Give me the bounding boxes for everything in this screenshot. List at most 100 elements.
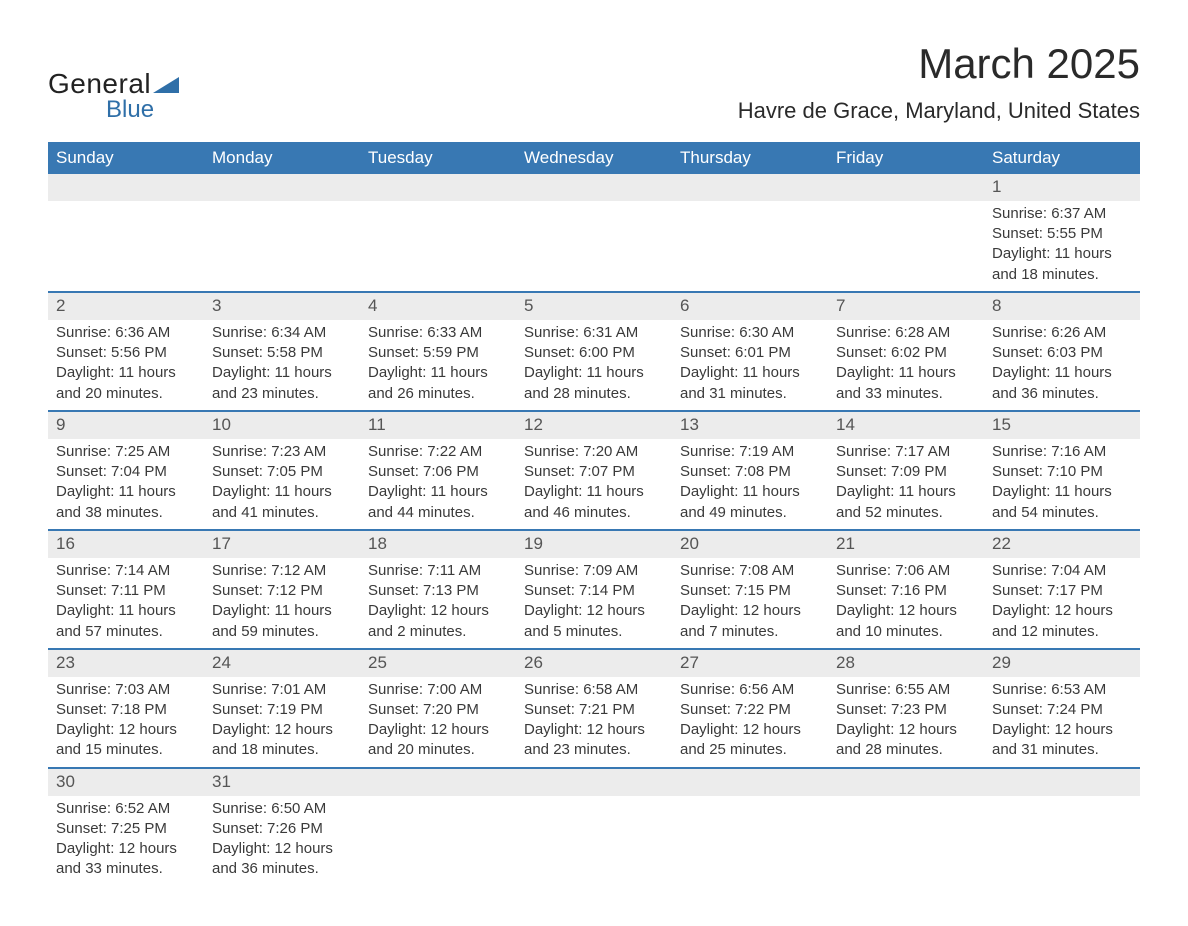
day-details-cell: Sunrise: 7:25 AMSunset: 7:04 PMDaylight:… bbox=[48, 439, 204, 530]
day-number: 12 bbox=[516, 412, 672, 439]
day-details-cell bbox=[828, 796, 984, 886]
week-details-row: Sunrise: 6:52 AMSunset: 7:25 PMDaylight:… bbox=[48, 796, 1140, 886]
day-number: 20 bbox=[672, 531, 828, 558]
day-sunset: Sunset: 7:14 PM bbox=[524, 581, 664, 601]
day-day1: Daylight: 12 hours bbox=[524, 720, 664, 740]
day-number: 22 bbox=[984, 531, 1140, 558]
day-sunrise: Sunrise: 7:20 AM bbox=[524, 442, 664, 462]
day-number bbox=[204, 174, 360, 201]
day-sunrise: Sunrise: 7:14 AM bbox=[56, 561, 196, 581]
day-number-cell bbox=[828, 768, 984, 796]
day-day1: Daylight: 11 hours bbox=[992, 482, 1132, 502]
day-details: Sunrise: 6:56 AMSunset: 7:22 PMDaylight:… bbox=[672, 677, 828, 767]
day-day2: and 10 minutes. bbox=[836, 622, 976, 642]
day-number-cell: 22 bbox=[984, 530, 1140, 558]
day-number bbox=[360, 174, 516, 201]
day-number: 9 bbox=[48, 412, 204, 439]
day-day2: and 23 minutes. bbox=[212, 384, 352, 404]
day-number-cell bbox=[516, 174, 672, 201]
day-sunset: Sunset: 7:19 PM bbox=[212, 700, 352, 720]
day-day1: Daylight: 12 hours bbox=[56, 839, 196, 859]
day-number-cell bbox=[828, 174, 984, 201]
day-sunset: Sunset: 7:21 PM bbox=[524, 700, 664, 720]
weekday-header: Tuesday bbox=[360, 142, 516, 174]
day-details-cell: Sunrise: 7:12 AMSunset: 7:12 PMDaylight:… bbox=[204, 558, 360, 649]
weekday-header: Sunday bbox=[48, 142, 204, 174]
day-sunrise: Sunrise: 7:23 AM bbox=[212, 442, 352, 462]
day-sunset: Sunset: 7:05 PM bbox=[212, 462, 352, 482]
day-sunrise: Sunrise: 6:55 AM bbox=[836, 680, 976, 700]
day-day1: Daylight: 11 hours bbox=[212, 482, 352, 502]
day-number-cell: 7 bbox=[828, 292, 984, 320]
day-day2: and 44 minutes. bbox=[368, 503, 508, 523]
day-number-cell: 20 bbox=[672, 530, 828, 558]
week-daynum-row: 2345678 bbox=[48, 292, 1140, 320]
day-sunset: Sunset: 7:17 PM bbox=[992, 581, 1132, 601]
day-details: Sunrise: 6:28 AMSunset: 6:02 PMDaylight:… bbox=[828, 320, 984, 410]
day-number: 11 bbox=[360, 412, 516, 439]
day-number-cell: 8 bbox=[984, 292, 1140, 320]
day-sunset: Sunset: 7:18 PM bbox=[56, 700, 196, 720]
day-details-cell bbox=[828, 201, 984, 292]
day-number: 19 bbox=[516, 531, 672, 558]
day-number: 14 bbox=[828, 412, 984, 439]
day-day2: and 28 minutes. bbox=[836, 740, 976, 760]
day-details bbox=[672, 796, 828, 825]
day-day1: Daylight: 11 hours bbox=[524, 482, 664, 502]
week-daynum-row: 23242526272829 bbox=[48, 649, 1140, 677]
day-sunrise: Sunrise: 6:50 AM bbox=[212, 799, 352, 819]
week-daynum-row: 9101112131415 bbox=[48, 411, 1140, 439]
page-title: March 2025 bbox=[738, 40, 1140, 88]
day-sunset: Sunset: 7:04 PM bbox=[56, 462, 196, 482]
day-details-cell: Sunrise: 6:52 AMSunset: 7:25 PMDaylight:… bbox=[48, 796, 204, 886]
weekday-header-row: Sunday Monday Tuesday Wednesday Thursday… bbox=[48, 142, 1140, 174]
day-number-cell bbox=[984, 768, 1140, 796]
day-number-cell: 10 bbox=[204, 411, 360, 439]
day-sunset: Sunset: 6:01 PM bbox=[680, 343, 820, 363]
day-sunset: Sunset: 5:55 PM bbox=[992, 224, 1132, 244]
day-day2: and 36 minutes. bbox=[212, 859, 352, 879]
day-number bbox=[516, 174, 672, 201]
day-sunset: Sunset: 7:26 PM bbox=[212, 819, 352, 839]
day-details bbox=[204, 201, 360, 230]
day-number-cell: 9 bbox=[48, 411, 204, 439]
day-day2: and 59 minutes. bbox=[212, 622, 352, 642]
day-sunrise: Sunrise: 7:25 AM bbox=[56, 442, 196, 462]
day-day1: Daylight: 12 hours bbox=[212, 839, 352, 859]
day-details bbox=[516, 201, 672, 230]
day-details-cell: Sunrise: 7:19 AMSunset: 7:08 PMDaylight:… bbox=[672, 439, 828, 530]
day-sunset: Sunset: 7:20 PM bbox=[368, 700, 508, 720]
day-number-cell: 21 bbox=[828, 530, 984, 558]
day-details: Sunrise: 6:53 AMSunset: 7:24 PMDaylight:… bbox=[984, 677, 1140, 767]
day-number-cell: 11 bbox=[360, 411, 516, 439]
day-number bbox=[828, 769, 984, 796]
day-number-cell: 4 bbox=[360, 292, 516, 320]
day-sunrise: Sunrise: 7:00 AM bbox=[368, 680, 508, 700]
day-sunset: Sunset: 7:07 PM bbox=[524, 462, 664, 482]
day-sunset: Sunset: 5:59 PM bbox=[368, 343, 508, 363]
day-details: Sunrise: 7:06 AMSunset: 7:16 PMDaylight:… bbox=[828, 558, 984, 648]
day-number-cell: 23 bbox=[48, 649, 204, 677]
day-day2: and 2 minutes. bbox=[368, 622, 508, 642]
day-details-cell bbox=[984, 796, 1140, 886]
day-day1: Daylight: 11 hours bbox=[368, 482, 508, 502]
day-details: Sunrise: 7:08 AMSunset: 7:15 PMDaylight:… bbox=[672, 558, 828, 648]
day-sunrise: Sunrise: 7:09 AM bbox=[524, 561, 664, 581]
day-details-cell: Sunrise: 7:08 AMSunset: 7:15 PMDaylight:… bbox=[672, 558, 828, 649]
day-sunset: Sunset: 6:03 PM bbox=[992, 343, 1132, 363]
day-number-cell: 5 bbox=[516, 292, 672, 320]
week-details-row: Sunrise: 7:03 AMSunset: 7:18 PMDaylight:… bbox=[48, 677, 1140, 768]
day-number: 27 bbox=[672, 650, 828, 677]
day-number: 18 bbox=[360, 531, 516, 558]
day-sunset: Sunset: 6:02 PM bbox=[836, 343, 976, 363]
week-daynum-row: 3031 bbox=[48, 768, 1140, 796]
day-details bbox=[360, 201, 516, 230]
day-day1: Daylight: 11 hours bbox=[56, 363, 196, 383]
day-details-cell: Sunrise: 6:56 AMSunset: 7:22 PMDaylight:… bbox=[672, 677, 828, 768]
day-day2: and 33 minutes. bbox=[836, 384, 976, 404]
day-details: Sunrise: 6:31 AMSunset: 6:00 PMDaylight:… bbox=[516, 320, 672, 410]
day-sunrise: Sunrise: 6:28 AM bbox=[836, 323, 976, 343]
day-details: Sunrise: 7:19 AMSunset: 7:08 PMDaylight:… bbox=[672, 439, 828, 529]
location: Havre de Grace, Maryland, United States bbox=[738, 98, 1140, 124]
day-sunrise: Sunrise: 6:37 AM bbox=[992, 204, 1132, 224]
